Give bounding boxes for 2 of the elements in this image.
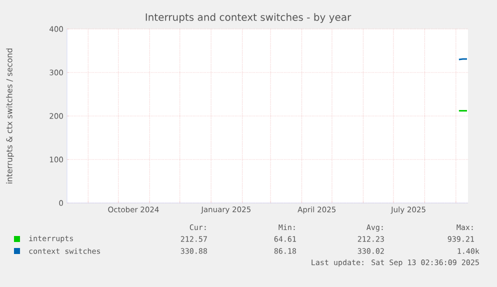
chart-title: Interrupts and context switches - by year: [146, 13, 352, 23]
y-axis-title: interrupts & ctx switches / second: [6, 48, 14, 184]
